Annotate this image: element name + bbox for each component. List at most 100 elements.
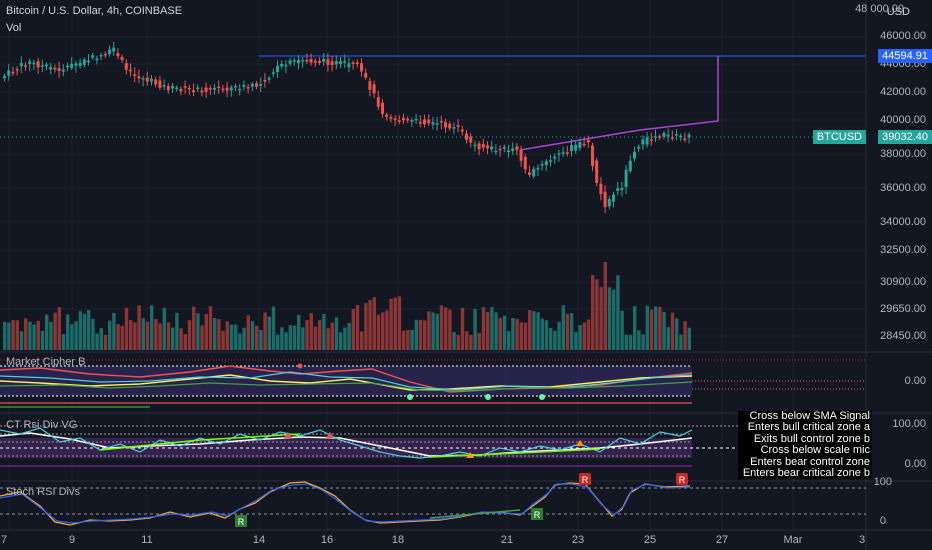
volume-bar — [183, 334, 187, 350]
candle-body — [376, 97, 380, 107]
volume-bar — [305, 320, 309, 350]
volume-bar — [45, 314, 49, 350]
volume-bar — [276, 334, 280, 350]
volume-bars — [3, 262, 691, 350]
time-tick: 18 — [391, 534, 405, 546]
volume-bar — [171, 327, 175, 350]
volume-bar — [670, 312, 675, 350]
candle-body — [477, 143, 481, 150]
volume-bar — [166, 322, 171, 350]
time-tick: 16 — [320, 534, 334, 546]
candle-body — [649, 139, 653, 141]
volume-bar — [637, 330, 641, 350]
volume-bar — [292, 325, 297, 350]
candle-body — [481, 144, 485, 148]
candle-body — [603, 191, 607, 208]
candle-body — [11, 71, 15, 74]
candle-body — [255, 83, 258, 87]
candle-body — [263, 79, 267, 82]
candle-body — [620, 188, 624, 191]
candle-body — [154, 79, 158, 85]
volume-bar — [469, 334, 473, 350]
candle-body — [280, 63, 284, 67]
volume-bar — [490, 307, 494, 350]
volume-bar — [150, 305, 154, 350]
volume-bar — [498, 317, 502, 350]
currency-label[interactable]: USD — [886, 6, 910, 18]
volume-bar — [389, 298, 393, 350]
candle-body — [523, 156, 527, 170]
volume-bar — [561, 305, 565, 350]
candle-body — [687, 134, 691, 138]
volume-bar — [427, 311, 431, 350]
level-price-tag[interactable]: 44594.91 — [878, 49, 932, 63]
candle-body — [238, 89, 242, 91]
candle-body — [355, 62, 359, 64]
candle-body — [557, 153, 561, 155]
market-cipher-title[interactable]: Market Cipher B — [6, 356, 86, 368]
candle-body — [389, 117, 393, 119]
candle-body — [334, 61, 338, 65]
svg-text:R: R — [238, 517, 245, 527]
candle-body — [410, 120, 414, 122]
ct-rsi-title[interactable]: CT Rsi Div VG — [6, 419, 78, 431]
alerts-table: Cross below SMA Signal Enters bull criti… — [738, 411, 872, 479]
candle-body — [120, 57, 124, 60]
volume-bar — [141, 318, 145, 350]
volume-bar — [570, 313, 574, 350]
volume-bar — [607, 287, 612, 350]
candle-body — [502, 147, 506, 149]
volume-bar — [129, 320, 133, 350]
stoch-rsi-title[interactable]: Stoch RSI Divs — [6, 486, 80, 498]
candle-body — [45, 64, 48, 67]
candle-body — [229, 87, 233, 91]
volume-bar — [687, 327, 691, 350]
candle-body — [49, 67, 53, 70]
candle-body — [498, 148, 502, 151]
svg-text:R: R — [679, 475, 686, 485]
market-cipher-pane — [0, 359, 866, 408]
last-price-tag: 39032.40 — [878, 130, 932, 144]
candle-body — [645, 137, 649, 145]
volume-bar — [683, 321, 687, 350]
candle-body — [108, 49, 111, 55]
price-tick: 48 000.00 — [855, 3, 904, 15]
volume-bar — [586, 319, 591, 350]
candle-body — [91, 55, 95, 58]
volume-bar — [339, 332, 343, 350]
volume-bar — [477, 332, 481, 350]
candle-body — [460, 129, 464, 132]
volume-indicator-label[interactable]: Vol — [6, 22, 22, 34]
volume-bar — [582, 322, 586, 350]
alert-row: Enters bear control zone — [750, 455, 870, 468]
volume-bar — [158, 323, 162, 350]
candle-body — [578, 142, 582, 149]
candle-body — [32, 62, 36, 65]
price-candles — [3, 41, 691, 214]
volume-bar — [523, 322, 528, 350]
price-tick: 28450.00 — [880, 330, 926, 342]
candle-body — [528, 172, 531, 175]
volume-bar — [259, 329, 263, 350]
volume-bar — [460, 307, 465, 350]
volume-bar — [301, 327, 305, 350]
volume-bar — [116, 324, 120, 350]
volume-bar — [221, 330, 225, 350]
candle-body — [66, 65, 69, 68]
candle-body — [393, 118, 397, 120]
volume-bar — [74, 321, 78, 350]
chart-title[interactable]: Bitcoin / U.S. Dollar, 4h, COINBASE — [6, 5, 183, 17]
volume-bar — [679, 334, 683, 350]
candle-body — [515, 146, 519, 151]
volume-bar — [112, 312, 116, 350]
candle-body — [494, 150, 498, 153]
ct-rsi-tick-low: 0.00 — [904, 458, 926, 470]
volume-bar — [53, 312, 57, 350]
candle-body — [532, 168, 536, 177]
alert-row: Enters bull critical zone a — [747, 421, 870, 434]
time-tick: 9 — [68, 534, 76, 546]
candle-body — [490, 146, 494, 150]
volume-bar — [649, 309, 654, 350]
candle-body — [381, 102, 384, 114]
candle-body — [431, 122, 435, 125]
